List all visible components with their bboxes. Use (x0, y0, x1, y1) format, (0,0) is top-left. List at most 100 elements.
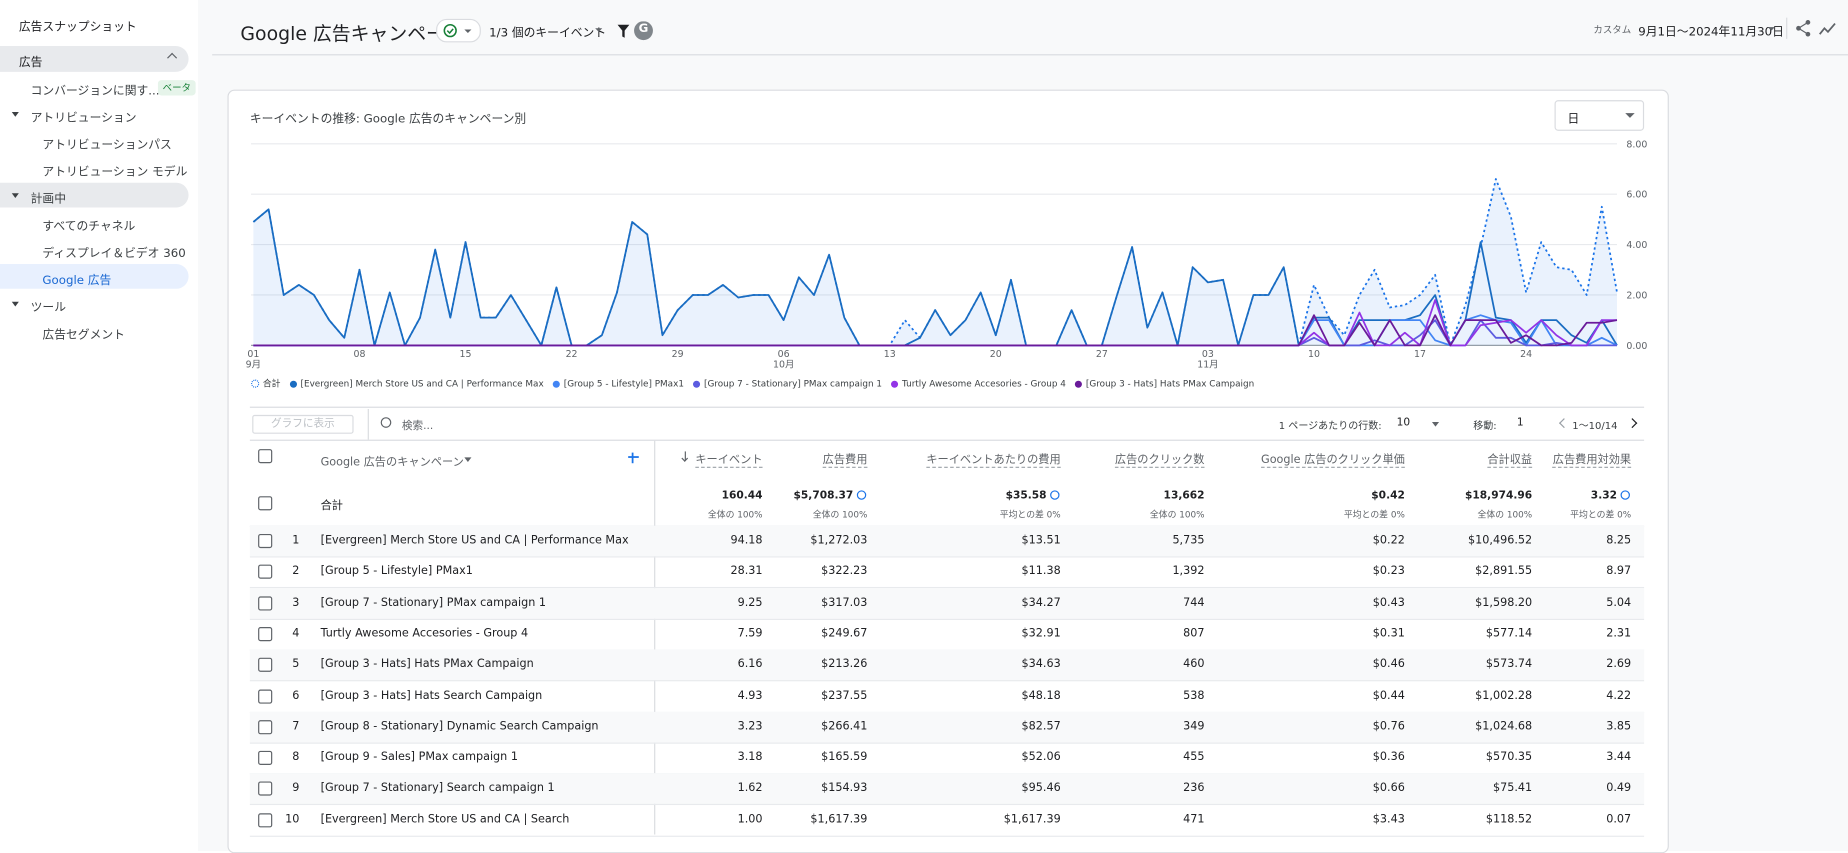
total-sub: 平均との差 0% (1570, 509, 1632, 520)
legend-item[interactable]: [Group 5 - Lifestyle] PMax1 (553, 377, 684, 390)
legend-swatch (891, 380, 899, 388)
x-tick-label: 29 (672, 349, 684, 360)
event-selector[interactable]: 1/3 個のキーイベント (489, 27, 607, 41)
legend-item[interactable]: 合計 (251, 377, 280, 390)
metric-cell: $1,024.68 (1475, 719, 1533, 733)
add-dimension[interactable] (626, 449, 639, 466)
metric-cell: 3.23 (737, 719, 763, 733)
campaign-name[interactable]: [Group 3 - Hats] Hats PMax Campaign (320, 657, 534, 671)
rows-value[interactable]: 10 (1396, 417, 1411, 430)
ck[interactable] (258, 688, 273, 704)
metric-cell: $317.03 (821, 595, 868, 609)
legend-label: 合計 (262, 378, 281, 389)
col-header[interactable]: キーイベントあたりの費用 (926, 450, 1061, 468)
x-tick-label: 27 (1096, 349, 1108, 360)
toolbar-bottom-line (249, 439, 1645, 441)
legend-item[interactable]: [Evergreen] Merch Store US and CA | Perf… (289, 377, 544, 390)
x-month-label: 9月 (246, 360, 261, 371)
goto-value[interactable]: 1 (1516, 417, 1524, 430)
header-caret (464, 457, 472, 463)
col-header[interactable]: 合計収益 (1487, 450, 1533, 468)
legend-swatch (1075, 380, 1083, 388)
metric-cell: $237.55 (821, 688, 868, 702)
col-header[interactable]: Google 広告のキャンペーン (320, 456, 464, 470)
campaign-name[interactable]: [Group 7 - Stationary] Search campaign 1 (320, 781, 555, 795)
x-tick-label: 15 (460, 349, 472, 360)
date-range[interactable]: 9月1日～2024年11月30日 (1638, 25, 1784, 39)
row-number: 2 (292, 564, 300, 578)
metric-cell: $10,496.52 (1468, 533, 1533, 547)
row-line (249, 742, 1645, 744)
metric-cell: 1,392 (1172, 564, 1205, 578)
beta-badge: ベータ (157, 80, 196, 96)
nav-item[interactable]: すべてのチャネル (42, 220, 136, 234)
row-bg (249, 711, 1645, 743)
ck[interactable] (258, 626, 273, 642)
metric-cell: 236 (1183, 781, 1205, 795)
info-icon (1620, 490, 1630, 500)
metric-cell: $1,617.39 (810, 812, 868, 826)
metric-cell: $213.26 (821, 657, 868, 671)
metric-cell: 4.93 (737, 688, 763, 702)
y-tick-label: 2.00 (1626, 290, 1647, 301)
metric-cell: $48.18 (1021, 688, 1061, 702)
ck[interactable] (258, 533, 273, 549)
nav-item[interactable]: Google 広告 (42, 274, 112, 288)
goto-label: 移動: (1473, 420, 1497, 433)
legend-item[interactable]: [Group 7 - Stationary] PMax campaign 1 (693, 377, 882, 390)
ck[interactable] (258, 657, 273, 673)
section-header (0, 45, 189, 72)
col-header[interactable]: 広告費用対効果 (1552, 450, 1632, 468)
group-label[interactable]: アトリビューション (30, 111, 137, 125)
col-header[interactable]: 広告費用 (822, 450, 868, 468)
ck[interactable] (258, 781, 273, 797)
campaign-name[interactable]: [Evergreen] Merch Store US and CA | Sear… (320, 812, 570, 826)
col-header[interactable]: キーイベント (695, 450, 763, 468)
ck[interactable] (258, 595, 273, 611)
metric-cell: 460 (1183, 657, 1205, 671)
group-label[interactable]: ツール (30, 301, 66, 315)
group-label[interactable]: 計画中 (30, 193, 66, 207)
legend-label: [Group 7 - Stationary] PMax campaign 1 (704, 378, 883, 389)
legend-swatch (251, 379, 260, 388)
nav-item[interactable]: アトリビューションパス (42, 139, 172, 153)
campaign-name[interactable]: [Evergreen] Merch Store US and CA | Perf… (320, 533, 629, 547)
metric-cell: 3.85 (1606, 719, 1632, 733)
plot-button[interactable]: グラフに表示 (252, 414, 354, 434)
campaign-name[interactable]: [Group 7 - Stationary] PMax campaign 1 (320, 595, 547, 609)
ck[interactable] (258, 564, 273, 580)
ck[interactable] (258, 496, 273, 511)
row-number: 8 (292, 750, 300, 764)
nav-item[interactable]: アトリビューション モデル (42, 166, 188, 180)
interval-select[interactable]: 日 (1554, 100, 1645, 131)
campaign-name[interactable]: [Group 8 - Stationary] Dynamic Search Ca… (320, 719, 599, 733)
nav-item[interactable]: 広告セグメント (42, 328, 125, 342)
col-header[interactable]: 広告のクリック数 (1114, 450, 1205, 468)
search-input[interactable]: 検索... (401, 420, 434, 433)
col-header[interactable]: Google 広告のクリック単価 (1261, 450, 1405, 468)
caret (1625, 113, 1635, 118)
metric-cell: 1.00 (737, 812, 763, 826)
legend-item[interactable]: [Group 3 - Hats] Hats PMax Campaign (1075, 377, 1254, 390)
group-caret (11, 111, 19, 117)
avatar[interactable]: G (638, 22, 649, 36)
ck[interactable] (258, 449, 273, 464)
ck[interactable] (258, 719, 273, 735)
campaign-name[interactable]: [Group 5 - Lifestyle] PMax1 (320, 564, 473, 578)
ck[interactable] (258, 812, 273, 828)
ck[interactable] (258, 750, 273, 766)
nav-item[interactable]: ディスプレイ＆ビデオ 360 (42, 247, 186, 261)
legend-item[interactable]: Turtly Awesome Accesories - Group 4 (891, 377, 1066, 390)
nav-item[interactable]: コンバージョンに関す... (30, 84, 160, 98)
campaign-name[interactable]: Turtly Awesome Accesories - Group 4 (320, 626, 529, 640)
metric-cell: 28.31 (730, 564, 763, 578)
campaign-name[interactable]: [Group 3 - Hats] Hats Search Campaign (320, 688, 543, 702)
metric-cell: 3.44 (1606, 750, 1632, 764)
campaign-name[interactable]: [Group 9 - Sales] PMax campaign 1 (320, 750, 518, 764)
group-caret (11, 193, 19, 199)
metric-cell: 2.31 (1606, 626, 1632, 640)
status-chip[interactable] (436, 18, 481, 43)
x-tick-label: 20 (990, 349, 1002, 360)
metric-cell: $3.43 (1372, 812, 1405, 826)
